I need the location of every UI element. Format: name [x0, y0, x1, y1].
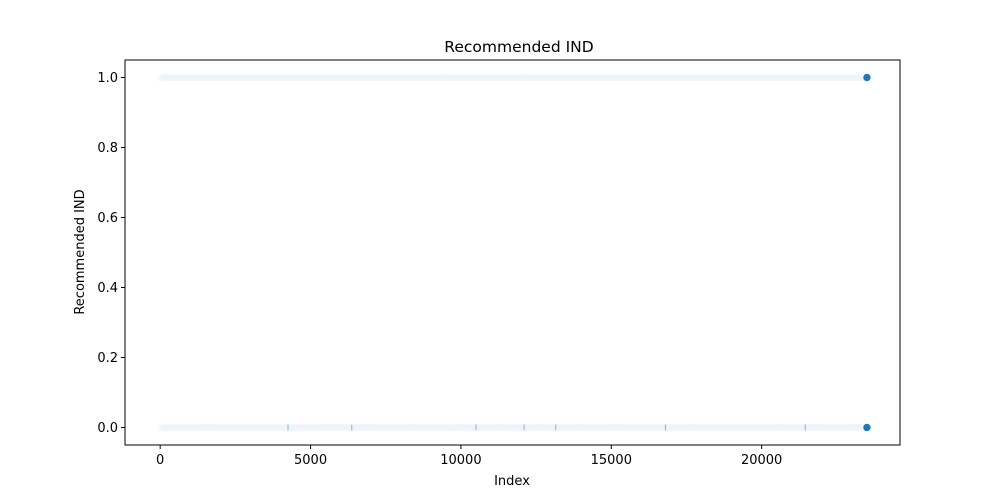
x-tick-label: 0 — [156, 453, 164, 468]
endpoint-point — [862, 423, 872, 432]
endpoint-point — [862, 73, 872, 82]
data-points — [156, 73, 872, 432]
x-tick-label: 5000 — [294, 453, 327, 468]
y-tick-label: 0.4 — [97, 281, 118, 296]
y-tick-label: 0.8 — [97, 141, 118, 156]
plot-frame — [124, 59, 901, 446]
x-tick-label: 15000 — [591, 453, 632, 468]
x-tick-label: 20000 — [741, 453, 782, 468]
y-axis-label: Recommended IND — [73, 189, 88, 314]
y-tick-label: 0.0 — [97, 421, 118, 436]
y-tick-label: 0.2 — [97, 351, 118, 366]
x-tick-label: 10000 — [440, 453, 481, 468]
x-axis-ticks: 0 5000 10000 15000 20000 — [156, 445, 782, 468]
y-tick-label: 0.6 — [97, 211, 118, 226]
point-group-y1 — [156, 74, 870, 82]
y-tick-label: 1.0 — [97, 71, 118, 86]
x-axis-label: Index — [494, 474, 530, 489]
point-group-y0 — [156, 424, 870, 432]
chart-title: Recommended IND — [444, 38, 593, 56]
y-axis-ticks: 0.0 0.2 0.4 0.6 0.8 1.0 — [97, 71, 125, 436]
